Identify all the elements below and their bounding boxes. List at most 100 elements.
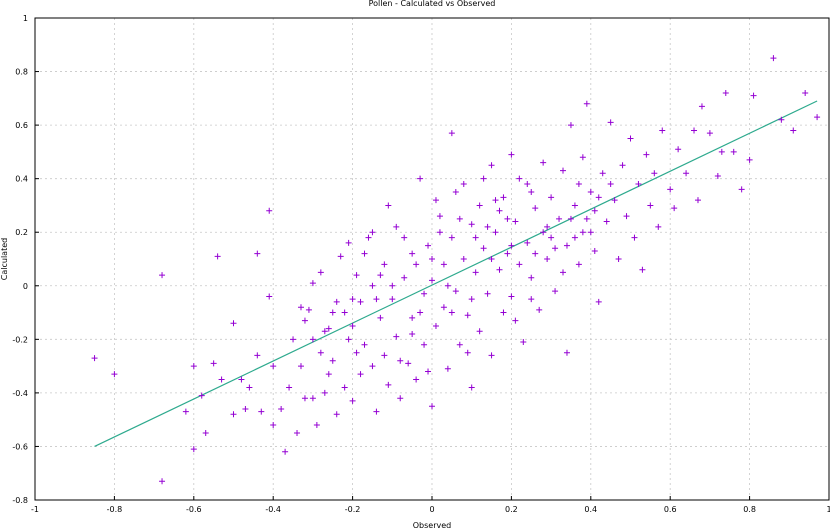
x-tick-label: 0.2	[505, 505, 518, 514]
scatter-point	[500, 309, 507, 316]
scatter-point	[381, 352, 388, 359]
scatter-point	[309, 395, 316, 402]
scatter-point	[480, 245, 487, 252]
scatter-point	[230, 320, 237, 327]
y-tick-label: -0.2	[12, 335, 28, 344]
scatter-point	[706, 130, 713, 137]
scatter-point	[417, 309, 424, 316]
scatter-point	[583, 215, 590, 222]
scatter-point	[544, 223, 551, 230]
x-tick-label: -0.6	[186, 505, 202, 514]
scatter-point	[468, 384, 475, 391]
scatter-point	[691, 127, 698, 134]
scatter-point	[560, 269, 567, 276]
y-tick-label: -0.8	[12, 496, 28, 505]
scatter-point	[436, 229, 443, 236]
scatter-point	[460, 256, 467, 262]
scatter-point	[563, 349, 570, 356]
scatter-point	[603, 218, 610, 225]
scatter-point	[607, 181, 614, 188]
scatter-point	[357, 371, 364, 378]
regression-line	[94, 100, 818, 447]
x-tick-label: 0.8	[743, 505, 756, 514]
y-axis-label: Calculated	[0, 238, 9, 280]
scatter-point	[440, 304, 447, 311]
scatter-point	[444, 282, 451, 289]
scatter-point	[476, 328, 483, 335]
scatter-point	[528, 296, 535, 303]
scatter-point	[508, 242, 515, 249]
scatter-point	[325, 325, 332, 332]
x-tick-label: 0.6	[664, 505, 677, 514]
scatter-point	[369, 229, 376, 236]
scatter-point	[528, 189, 535, 196]
scatter-point	[540, 159, 547, 166]
scatter-point	[329, 309, 336, 316]
scatter-point	[397, 357, 404, 364]
scatter-point	[214, 253, 221, 260]
scatter-point	[607, 119, 614, 126]
scatter-point	[369, 282, 376, 289]
scatter-point	[337, 253, 344, 260]
x-tick-label: -0.4	[265, 505, 281, 514]
scatter-point	[405, 360, 412, 367]
x-tick-label: -0.2	[345, 505, 361, 514]
scatter-point	[266, 207, 273, 214]
scatter-point	[349, 322, 356, 329]
scatter-point	[484, 223, 491, 230]
scatter-point	[321, 328, 328, 335]
scatter-point	[333, 298, 340, 305]
scatter-point	[575, 261, 582, 268]
y-tick-label: -0.6	[12, 442, 28, 451]
scatter-point	[456, 215, 463, 222]
y-tick-label: 1	[23, 14, 28, 23]
scatter-point	[508, 151, 515, 158]
scatter-point	[583, 100, 590, 107]
scatter-point	[579, 154, 586, 161]
scatter-point	[393, 223, 400, 230]
scatter-point	[714, 172, 721, 179]
y-tick-label: -0.4	[12, 389, 28, 398]
scatter-point	[516, 175, 523, 182]
scatter-point	[750, 92, 757, 99]
scatter-point	[385, 381, 392, 388]
scatter-point	[333, 411, 340, 418]
scatter-point	[425, 368, 432, 375]
scatter-point	[294, 430, 301, 437]
scatter-point	[440, 261, 447, 268]
scatter-point	[452, 288, 459, 295]
scatter-point	[159, 478, 166, 485]
scatter-point	[476, 202, 483, 209]
scatter-point	[297, 363, 304, 370]
x-tick-label: 0	[429, 505, 434, 514]
scatter-point	[246, 384, 253, 391]
scatter-point	[218, 376, 225, 383]
scatter-point	[393, 333, 400, 340]
scatter-point	[254, 352, 261, 359]
scatter-point	[552, 288, 559, 295]
scatter-point	[317, 269, 324, 276]
scatter-point	[647, 202, 654, 209]
scatter-point	[595, 298, 602, 305]
scatter-point	[595, 194, 602, 201]
y-tick-label: 0.4	[15, 175, 28, 184]
scatter-point	[444, 365, 451, 372]
scatter-point	[429, 277, 435, 284]
scatter-point	[488, 352, 495, 359]
scatter-point	[516, 261, 523, 268]
scatter-point	[301, 395, 308, 402]
scatter-point	[623, 213, 630, 220]
scatter-point	[377, 272, 384, 279]
scatter-point	[508, 293, 515, 300]
scatter-point	[349, 296, 356, 303]
scatter-point	[492, 229, 499, 236]
scatter-point	[504, 215, 511, 222]
scatter-point	[202, 430, 209, 437]
scatter-point	[587, 189, 594, 196]
x-axis-label: Observed	[413, 521, 452, 530]
scatter-point	[790, 127, 797, 134]
scatter-point	[643, 151, 650, 158]
scatter-point	[464, 312, 471, 319]
scatter-point	[560, 167, 567, 174]
scatter-point	[722, 89, 729, 96]
